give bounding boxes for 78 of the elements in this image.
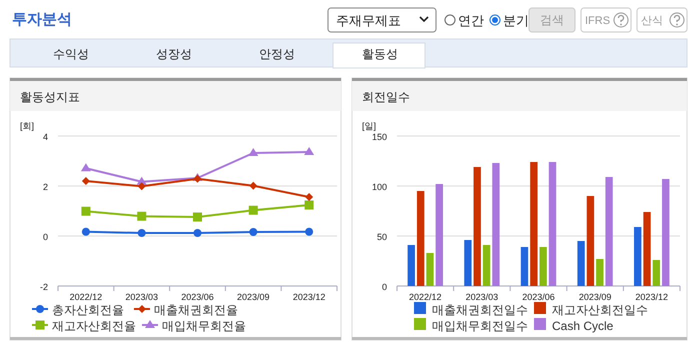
- bar: [464, 240, 472, 286]
- point: [304, 147, 314, 155]
- x-tick-label: 2022/12: [409, 292, 442, 302]
- point: [248, 206, 258, 215]
- x-tick-label: 2023/06: [522, 292, 555, 302]
- bar: [530, 162, 538, 286]
- bar: [520, 247, 528, 286]
- text: 수익성: [53, 47, 89, 61]
- bar: [482, 245, 490, 286]
- bar: [652, 260, 660, 286]
- point: [305, 193, 314, 201]
- bar: [474, 167, 481, 286]
- y-tick-label: -2: [40, 282, 48, 292]
- y-tick-label: 0: [382, 282, 387, 292]
- x-tick-label: 2023/09: [578, 292, 612, 302]
- legend-label: 재고자산회전율: [52, 319, 136, 333]
- point: [249, 228, 258, 236]
- y-tick-label: 4: [42, 132, 48, 142]
- text: 활동성: [362, 47, 398, 61]
- bar: [416, 191, 424, 286]
- point: [82, 177, 90, 185]
- y-tick-label: 150: [372, 132, 387, 142]
- bar: [408, 245, 415, 286]
- text: 연간: [458, 13, 484, 28]
- y-tick-label: 100: [372, 182, 387, 192]
- legend-label: 매출채권회전율: [154, 303, 238, 317]
- bar: [586, 196, 594, 286]
- x-tick-label: 2022/12: [70, 292, 102, 302]
- x-tick-label: 2023/12: [292, 292, 326, 302]
- legend-label: 총자산회전율: [52, 303, 124, 317]
- chart-title: 활동성지표: [20, 90, 80, 104]
- text: 투자분석: [12, 11, 72, 28]
- y-tick-label: 0: [42, 232, 48, 242]
- x-tick-label: 2023/09: [237, 292, 270, 302]
- y-tick-label: 2: [42, 182, 48, 192]
- point: [138, 229, 146, 237]
- text: 안정성: [259, 47, 295, 61]
- bar: [605, 177, 613, 286]
- point: [137, 212, 146, 221]
- legend-label: Cash Cycle: [552, 319, 614, 333]
- bar: [577, 241, 585, 286]
- text: 검색: [540, 13, 564, 27]
- bar: [548, 162, 556, 286]
- point: [194, 229, 202, 237]
- legend-label: 재고자산회전일수: [552, 303, 648, 317]
- text: 분기: [503, 13, 529, 28]
- bar: [662, 179, 670, 286]
- point: [82, 228, 90, 236]
- x-tick-label: 2023/03: [466, 292, 498, 302]
- point: [80, 163, 91, 172]
- chart-title: 회전일수: [362, 90, 410, 104]
- point: [81, 206, 90, 216]
- point: [304, 200, 314, 210]
- text: 성장성: [156, 47, 192, 61]
- x-tick-label: 2023/03: [125, 292, 158, 302]
- bar: [643, 212, 651, 286]
- legend-label: 매입채무회전율: [162, 319, 246, 333]
- text: 산식: [641, 15, 663, 27]
- text: 주재무제표: [336, 13, 401, 28]
- point: [248, 148, 258, 156]
- bar: [634, 227, 642, 286]
- x-tick-label: 2023/06: [181, 292, 214, 302]
- bar: [492, 163, 500, 286]
- point: [305, 228, 314, 236]
- point: [193, 212, 202, 222]
- bar: [596, 259, 604, 286]
- bar: [426, 253, 434, 286]
- x-tick-label: 2023/12: [635, 292, 668, 302]
- point: [249, 182, 258, 190]
- y-axis-title: [일]: [362, 121, 376, 131]
- legend-label: 매출채권회전일수: [432, 303, 528, 317]
- legend-label: 매입채무회전일수: [432, 319, 528, 333]
- bar: [436, 184, 443, 286]
- bar: [539, 247, 547, 286]
- y-axis-title: [회]: [20, 121, 34, 131]
- text: IFRS: [585, 15, 610, 27]
- y-tick-label: 50: [376, 232, 387, 242]
- point: [138, 182, 146, 190]
